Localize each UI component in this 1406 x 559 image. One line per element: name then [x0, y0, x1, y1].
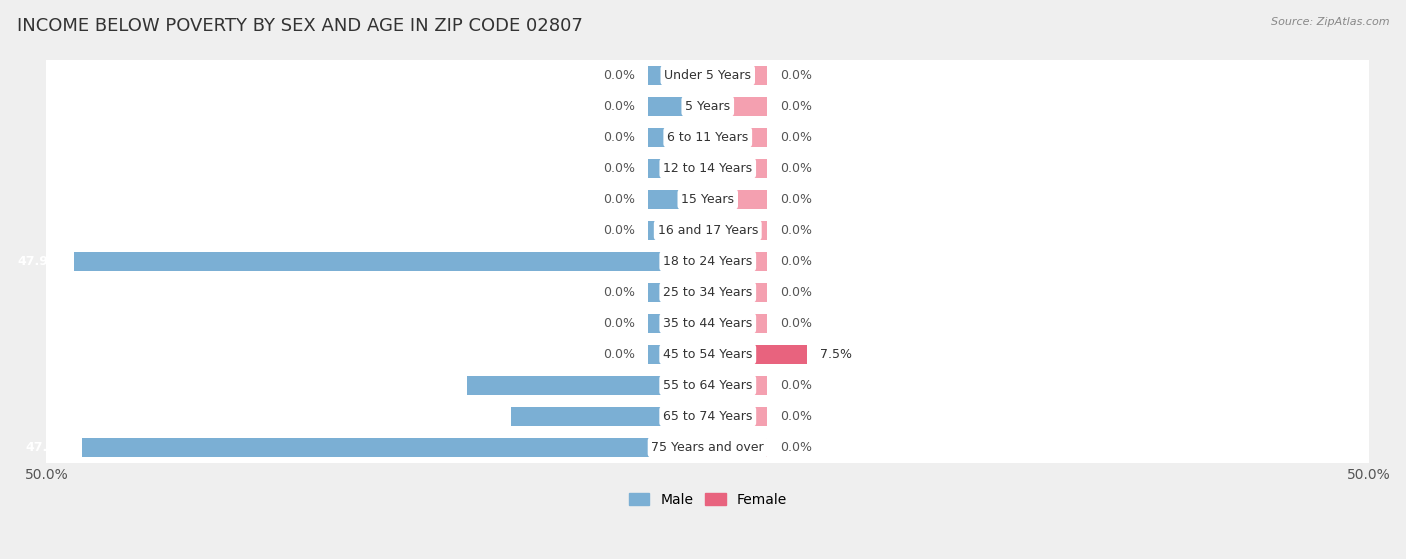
FancyBboxPatch shape [38, 57, 1378, 93]
Bar [648, 127, 707, 147]
FancyBboxPatch shape [38, 243, 1378, 280]
Text: 0.0%: 0.0% [780, 410, 813, 423]
Text: 0.0%: 0.0% [780, 440, 813, 454]
Bar [510, 406, 707, 426]
Bar [75, 252, 707, 271]
FancyBboxPatch shape [38, 150, 1378, 187]
FancyBboxPatch shape [38, 398, 1378, 434]
Bar [707, 190, 768, 209]
Bar [648, 344, 707, 364]
Text: Under 5 Years: Under 5 Years [664, 69, 751, 82]
Text: 0.0%: 0.0% [780, 193, 813, 206]
Text: 14.9%: 14.9% [454, 410, 498, 423]
Text: 6 to 11 Years: 6 to 11 Years [666, 131, 748, 144]
Bar [648, 190, 707, 209]
Bar [648, 65, 707, 85]
Text: 0.0%: 0.0% [603, 69, 636, 82]
Text: 0.0%: 0.0% [603, 224, 636, 236]
Text: 0.0%: 0.0% [603, 100, 636, 113]
Text: 0.0%: 0.0% [603, 317, 636, 330]
Text: 55 to 64 Years: 55 to 64 Years [664, 379, 752, 392]
Text: 0.0%: 0.0% [780, 131, 813, 144]
Bar [648, 97, 707, 116]
Text: 0.0%: 0.0% [603, 286, 636, 299]
Text: 0.0%: 0.0% [603, 193, 636, 206]
FancyBboxPatch shape [38, 274, 1378, 310]
Text: 5 Years: 5 Years [685, 100, 730, 113]
Bar [707, 438, 768, 457]
Text: Source: ZipAtlas.com: Source: ZipAtlas.com [1271, 17, 1389, 27]
Text: 18.2%: 18.2% [411, 379, 454, 392]
Text: 35 to 44 Years: 35 to 44 Years [664, 317, 752, 330]
Text: 65 to 74 Years: 65 to 74 Years [664, 410, 752, 423]
FancyBboxPatch shape [38, 305, 1378, 342]
Text: 0.0%: 0.0% [780, 69, 813, 82]
Text: 25 to 34 Years: 25 to 34 Years [664, 286, 752, 299]
Bar [707, 344, 807, 364]
FancyBboxPatch shape [38, 367, 1378, 404]
Text: 75 Years and over: 75 Years and over [651, 440, 763, 454]
Text: 16 and 17 Years: 16 and 17 Years [658, 224, 758, 236]
Legend: Male, Female: Male, Female [623, 487, 793, 512]
Bar [707, 314, 768, 333]
Bar [707, 97, 768, 116]
Text: 0.0%: 0.0% [780, 100, 813, 113]
Bar [648, 159, 707, 178]
Text: 0.0%: 0.0% [603, 131, 636, 144]
Text: 0.0%: 0.0% [780, 162, 813, 175]
Text: INCOME BELOW POVERTY BY SEX AND AGE IN ZIP CODE 02807: INCOME BELOW POVERTY BY SEX AND AGE IN Z… [17, 17, 582, 35]
Text: 18 to 24 Years: 18 to 24 Years [664, 255, 752, 268]
FancyBboxPatch shape [38, 88, 1378, 125]
Text: 0.0%: 0.0% [780, 255, 813, 268]
Text: 7.5%: 7.5% [820, 348, 852, 361]
FancyBboxPatch shape [38, 212, 1378, 249]
Bar [648, 283, 707, 302]
Bar [707, 159, 768, 178]
Bar [707, 127, 768, 147]
Text: 47.9%: 47.9% [17, 255, 60, 268]
Text: 0.0%: 0.0% [603, 162, 636, 175]
Text: 0.0%: 0.0% [603, 348, 636, 361]
Bar [707, 283, 768, 302]
Text: 15 Years: 15 Years [682, 193, 734, 206]
Text: 0.0%: 0.0% [780, 286, 813, 299]
FancyBboxPatch shape [38, 119, 1378, 155]
Text: 45 to 54 Years: 45 to 54 Years [664, 348, 752, 361]
Text: 12 to 14 Years: 12 to 14 Years [664, 162, 752, 175]
Bar [467, 376, 707, 395]
FancyBboxPatch shape [38, 429, 1378, 466]
Bar [648, 221, 707, 240]
Bar [707, 252, 768, 271]
Bar [707, 221, 768, 240]
Bar [648, 314, 707, 333]
Bar [707, 65, 768, 85]
FancyBboxPatch shape [38, 336, 1378, 372]
Bar [707, 406, 768, 426]
Bar [82, 438, 707, 457]
Text: 0.0%: 0.0% [780, 379, 813, 392]
Text: 0.0%: 0.0% [780, 317, 813, 330]
Bar [707, 376, 768, 395]
Text: 0.0%: 0.0% [780, 224, 813, 236]
Text: 47.3%: 47.3% [25, 440, 69, 454]
FancyBboxPatch shape [38, 181, 1378, 217]
